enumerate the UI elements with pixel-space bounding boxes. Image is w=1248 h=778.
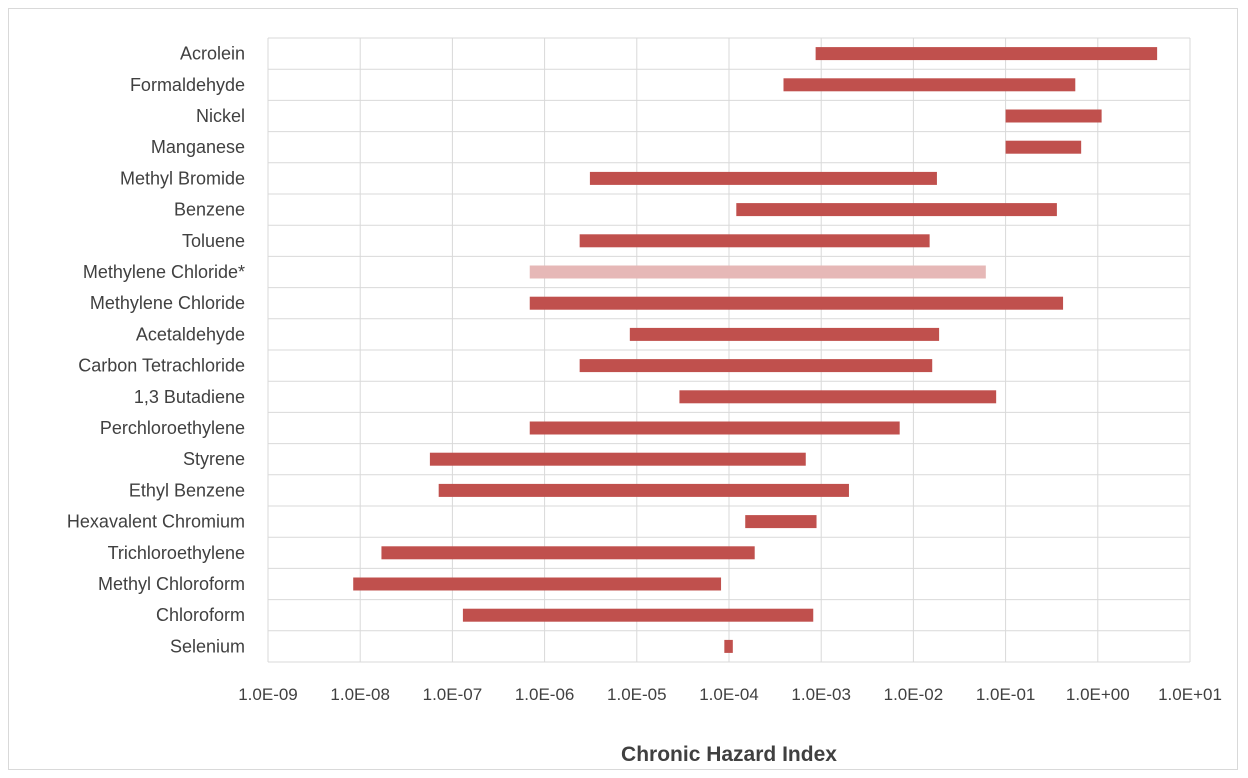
x-tick-labels: 1.0E-09 1.0E-08 1.0E-07 1.0E-06 1.0E-05 1.0E-… [238, 685, 1222, 704]
category-label: Methyl Bromide [120, 168, 245, 188]
category-label: Perchloroethylene [100, 418, 245, 438]
bar-range [679, 390, 997, 404]
x-tick-label: 1.0E-06 [515, 685, 575, 704]
bar-range [783, 78, 1076, 92]
bars [353, 47, 1158, 653]
bar-range [529, 421, 900, 435]
category-label: Methylene Chloride [90, 293, 245, 313]
bar-range [529, 296, 1064, 310]
bar-range [736, 203, 1057, 217]
category-label: Manganese [151, 137, 245, 157]
bar-range [629, 327, 940, 341]
bar-range [429, 452, 806, 466]
category-label: Carbon Tetrachloride [78, 356, 245, 376]
x-tick-label: 1.0E-07 [423, 685, 483, 704]
category-label: Styrene [183, 449, 245, 469]
category-labels: Acrolein Formaldehyde Nickel Manganese Methy… [67, 44, 245, 657]
x-tick-label: 1.0E-05 [607, 685, 667, 704]
x-tick-label: 1.0E-09 [238, 685, 298, 704]
category-label: Trichloroethylene [108, 543, 245, 563]
category-label: Methylene Chloride* [83, 262, 245, 282]
bar-range [353, 577, 722, 591]
x-tick-label: 1.0E+00 [1066, 685, 1130, 704]
bar-range [815, 47, 1158, 61]
x-tick-label: 1.0E-01 [976, 685, 1036, 704]
category-label: Selenium [170, 636, 245, 656]
category-label: Nickel [196, 106, 245, 126]
category-label: Toluene [182, 231, 245, 251]
x-tick-label: 1.0E-02 [884, 685, 944, 704]
chart-frame [8, 8, 1238, 770]
x-tick-label: 1.0E-03 [791, 685, 851, 704]
x-tick-label: 1.0E-08 [330, 685, 390, 704]
bar-range [745, 515, 817, 529]
gridlines [267, 37, 1191, 663]
x-tick-label: 1.0E-04 [699, 685, 759, 704]
category-label: Acetaldehyde [136, 324, 245, 344]
bar-range [579, 359, 933, 373]
bar-range [579, 234, 930, 248]
category-label: Hexavalent Chromium [67, 512, 245, 532]
bar-range [438, 483, 849, 497]
bar-range [1005, 140, 1082, 154]
bar-range [589, 171, 937, 185]
bar-range [1005, 109, 1102, 123]
category-label: Acrolein [180, 44, 245, 64]
bar-range [462, 608, 814, 622]
x-tick-label: 1.0E+01 [1158, 685, 1222, 704]
category-label: Chloroform [156, 605, 245, 625]
bar-range [724, 639, 733, 653]
category-label: Benzene [174, 200, 245, 220]
x-axis-title: Chronic Hazard Index [621, 743, 837, 766]
category-label: Methyl Chloroform [98, 574, 245, 594]
category-label: Ethyl Benzene [129, 480, 245, 500]
bar-range [381, 546, 755, 560]
bar-range [529, 265, 986, 279]
category-label: 1,3 Butadiene [134, 387, 245, 407]
category-label: Formaldehyde [130, 75, 245, 95]
